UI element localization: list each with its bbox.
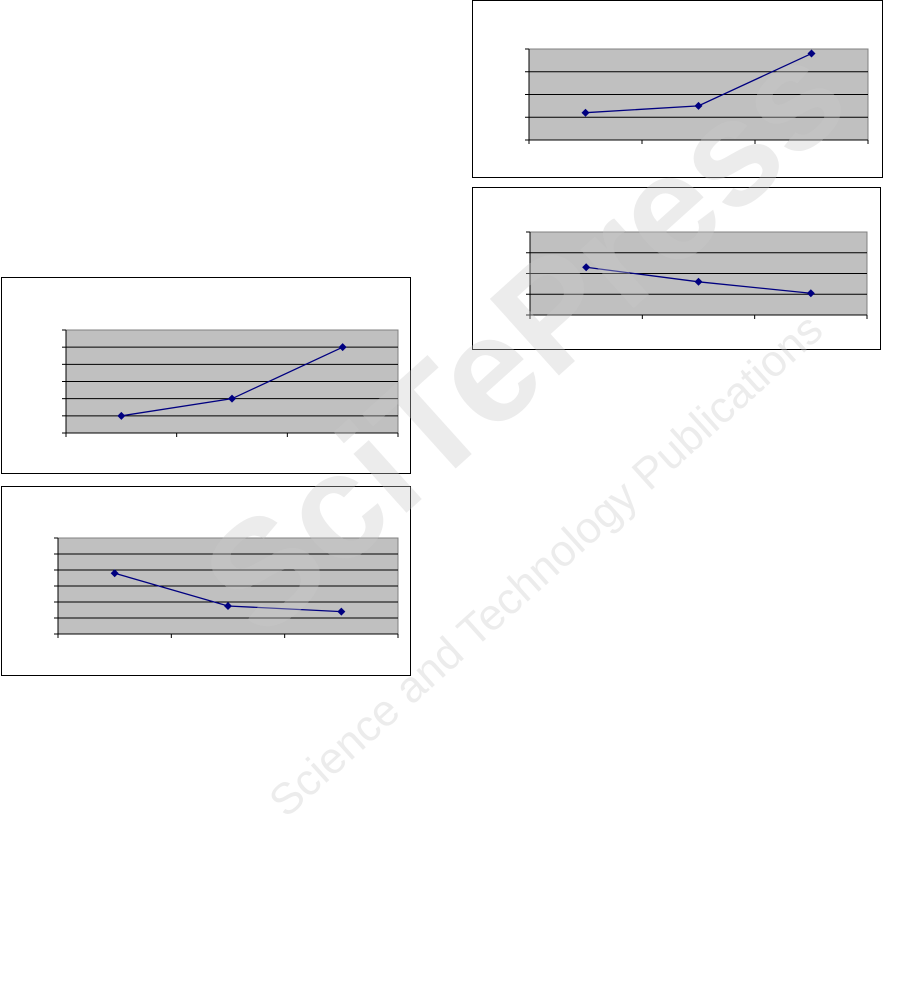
data-point-marker: [694, 277, 703, 286]
data-point-marker: [582, 263, 591, 272]
data-point-marker: [228, 394, 236, 403]
data-point-marker: [110, 569, 119, 578]
data-point-marker: [806, 289, 815, 298]
data-point-marker: [807, 49, 816, 58]
data-point-marker: [117, 411, 126, 420]
data-point-marker: [581, 108, 590, 117]
data-point-marker: [224, 602, 232, 610]
data-point-marker: [337, 607, 346, 616]
data-point-marker: [694, 101, 703, 110]
data-point-marker: [338, 343, 347, 352]
